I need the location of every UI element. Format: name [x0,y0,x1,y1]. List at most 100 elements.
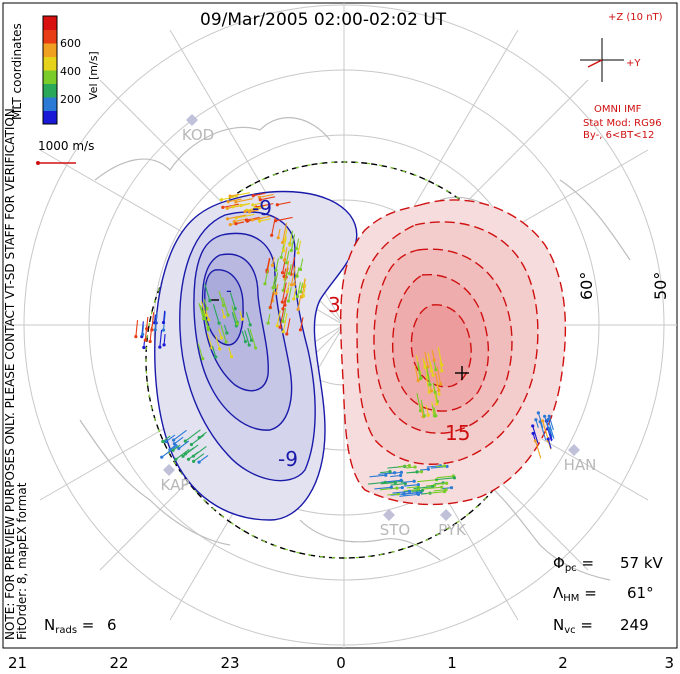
velocity-vector [374,486,392,490]
velocity-vector [244,330,250,346]
vector-origin [295,274,299,278]
vector-origin [273,285,277,289]
velocity-vector [406,471,418,474]
station-kod: KOD [182,114,214,144]
velocity-vector [390,474,401,478]
velocity-vector [277,201,291,206]
velocity-vector [399,493,419,497]
velocity-vector [188,451,199,460]
vector-origin [240,317,244,321]
mlt-tick-label: 23 [220,654,239,672]
vector-origin [208,299,212,303]
velocity-vector [287,287,292,302]
reference-vector-dot [36,161,40,165]
vector-origin [141,332,145,336]
velocity-vector [279,310,285,328]
vector-origin [426,413,430,417]
velocity-vector [144,325,148,341]
velocity-vector [173,429,187,441]
vector-origin [434,414,438,418]
vector-origin [226,313,230,317]
velocity-vector [203,298,208,309]
velocity-vector [259,218,271,222]
vector-origin [281,319,285,323]
vector-origin [298,328,303,332]
velocity-vector [191,434,205,445]
velocity-vector [299,258,304,270]
chart-title: 09/Mar/2005 02:00-02:02 UT [200,10,447,30]
velocity-vector [424,351,429,368]
velocity-vector [182,444,199,457]
station-markers: KOD KAP HAN STO PYK [161,114,596,539]
velocity-vector [235,198,253,203]
velocity-vector [165,434,176,443]
velocity-vector [269,292,274,308]
vector-origin [171,448,175,452]
vector-origin [232,219,236,224]
vector-origin [388,470,392,474]
velocity-vector [439,361,443,371]
max-marker [455,366,469,380]
vector-origin [219,198,224,202]
vector-origin [257,195,262,199]
vector-origin [416,379,420,383]
vector-origin [222,315,226,319]
velocity-vector [431,349,435,361]
vector-origin [221,303,226,308]
vector-origin [225,206,229,210]
vector-origin [142,345,146,350]
vector-origin [243,209,247,214]
fitorder-note: FitOrder: 8, mapEX format [15,482,29,640]
velocity-vector [436,382,440,395]
vector-origin [429,389,433,393]
vector-origin [161,320,166,325]
vector-origin [228,194,232,198]
velocity-vector [380,471,391,474]
velocity-vector [286,318,291,335]
contour-label-pos-2: 15 [445,421,470,445]
velocity-vector [293,287,297,300]
vector-origin [407,463,411,468]
velocity-vector [379,487,398,491]
colorbar-tick-600: 600 [60,37,81,50]
vector-origin [270,233,274,237]
vector-origin [225,217,230,221]
velocity-vector [253,192,266,197]
velocity-vector [380,481,396,485]
vector-origin [546,417,550,422]
vector-origin [292,282,296,286]
velocity-vector [296,238,300,249]
vector-origin [263,282,267,286]
velocity-vector [184,429,201,442]
velocity-vector [423,361,428,377]
velocity-vector [285,250,290,264]
colorbar-segment [43,29,57,44]
latitude-label-50: 50° [651,272,670,300]
latitude-label-60: 60° [577,272,596,300]
vector-origin [275,324,279,328]
velocity-vector [420,400,425,416]
vector-origin [287,271,292,276]
velocity-vector [417,479,437,483]
vector-origin [301,294,306,298]
vector-origin [247,343,251,347]
station-marker [440,509,452,521]
velocity-vector [231,312,237,327]
velocity-vector [151,312,155,330]
velocity-vector [276,310,281,326]
velocity-vector [290,265,296,285]
colorbar-frame [42,15,58,125]
velocity-vector [271,217,276,236]
velocity-vector [417,365,422,379]
velocity-vector [425,405,429,416]
velocity-vector [378,472,395,475]
velocity-vector [414,365,419,381]
velocity-vector [228,198,242,203]
velocity-vector [159,329,163,348]
velocity-vector [282,222,288,243]
vector-origin [172,442,177,446]
preview-note: NOTE: FOR PREVIEW PURPOSES ONLY. PLEASE … [3,104,17,640]
velocity-vector [245,207,262,213]
velocity-vector [174,436,184,445]
velocity-vector [299,317,304,330]
